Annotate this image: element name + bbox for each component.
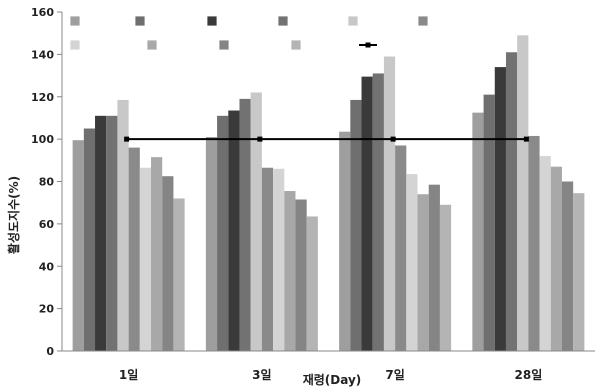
bar-rcns-10-1	[205, 137, 218, 351]
bar-acns-20-0	[139, 167, 152, 351]
y-tick-label: 140	[31, 48, 54, 61]
legend-label: ACNS- 50%	[304, 39, 372, 52]
bar-acns-10-2	[395, 145, 407, 351]
legend-label: RCNS- 50%	[361, 15, 429, 28]
bar-acns-40-3	[561, 181, 574, 351]
legend-swatch	[347, 15, 359, 27]
bar-rcns-20-0	[83, 128, 96, 351]
bar-rcns-30-2	[361, 76, 373, 351]
plain-marker	[124, 136, 130, 142]
legend-swatch	[69, 39, 81, 51]
bar-rcns-30-0	[95, 115, 107, 351]
bar-acns-40-2	[428, 184, 440, 351]
bar-acns-50-0	[173, 198, 185, 351]
bar-acns-50-2	[439, 204, 452, 351]
x-category-label: 28일	[515, 368, 543, 382]
bar-acns-50-1	[306, 216, 318, 351]
legend-swatch	[218, 39, 230, 51]
bar-acns-30-1	[284, 191, 296, 351]
bar-acns-10-1	[261, 167, 274, 351]
plain-reference-line	[124, 136, 529, 142]
legend-swatch	[69, 15, 81, 27]
y-tick-label: 120	[31, 91, 54, 104]
plain-marker	[523, 136, 529, 142]
legend-label: ACNS- 10%	[431, 15, 499, 28]
bar-rcns-10-2	[339, 131, 351, 351]
y-axis-label: 활성도지수(%)	[6, 176, 21, 254]
y-tick-label: 160	[31, 6, 54, 19]
x-axis: 1일 3일 7일 28일	[62, 350, 595, 382]
bar-acns-10-0	[128, 147, 140, 351]
legend-swatch	[134, 15, 146, 27]
legend-label: RCNS- 30%	[220, 15, 288, 28]
legend-label: RCNS- 10%	[83, 15, 151, 28]
bar-acns-40-1	[295, 199, 307, 351]
bar-rcns-50-2	[383, 56, 396, 352]
bar-acns-20-3	[539, 156, 551, 351]
bar-acns-20-2	[406, 174, 418, 351]
x-category-label: 7일	[385, 368, 404, 382]
bar-rcns-40-3	[505, 52, 518, 351]
legend-label: RCNS- 20%	[148, 15, 216, 28]
y-tick-label: 60	[39, 218, 55, 231]
legend: RCNS- 10%RCNS- 20% RCNS- 30% RCNS- 40% RCNS…	[69, 15, 499, 52]
legend-label: Plain	[381, 39, 412, 52]
x-category-label: 1일	[119, 368, 138, 382]
plain-marker	[257, 136, 263, 142]
legend-swatch	[206, 15, 218, 27]
bar-acns-30-3	[550, 166, 562, 351]
bar-rcns-30-1	[228, 110, 240, 351]
x-category-label: 3일	[252, 368, 271, 382]
legend-label: RCNS- 40%	[291, 15, 359, 28]
legend-swatch	[290, 39, 302, 51]
bars	[72, 35, 585, 352]
y-tick-label: 0	[46, 345, 54, 358]
bar-rcns-50-3	[517, 35, 529, 352]
bar-rcns-10-3	[472, 112, 484, 351]
bar-rcns-40-0	[106, 115, 118, 351]
bar-rcns-50-1	[250, 92, 262, 351]
y-tick-label: 100	[31, 133, 54, 146]
bar-acns-40-0	[162, 176, 174, 351]
bar-rcns-20-1	[217, 115, 229, 351]
bar-acns-30-0	[151, 157, 163, 351]
bar-rcns-50-0	[117, 99, 129, 351]
bar-acns-10-3	[528, 135, 540, 351]
y-tick-label: 40	[39, 260, 55, 273]
y-tick-label: 20	[39, 303, 55, 316]
legend-swatch	[146, 39, 158, 51]
bar-rcns-20-2	[350, 99, 362, 351]
bar-rcns-30-3	[494, 67, 506, 352]
x-axis-label: 재령(Day)	[303, 373, 362, 387]
bar-rcns-40-1	[239, 98, 251, 352]
legend-swatch	[417, 15, 429, 27]
legend-label: ACNS- 30%	[160, 39, 228, 52]
bar-acns-30-2	[417, 194, 429, 351]
y-tick-label: 80	[39, 176, 55, 189]
bar-acns-50-3	[573, 193, 585, 351]
bar-rcns-40-2	[372, 73, 384, 351]
legend-label: ACNS- 40%	[232, 39, 300, 52]
y-axis: 0 20 40 60 80 100 120 140 160	[31, 6, 63, 358]
legend-marker-swatch	[365, 42, 371, 48]
legend-label: ACNS- 20%	[83, 39, 151, 52]
bar-rcns-20-3	[483, 94, 495, 351]
bar-rcns-10-0	[72, 140, 84, 351]
bar-acns-20-1	[273, 168, 285, 351]
plain-marker	[390, 136, 396, 142]
legend-swatch	[277, 15, 289, 27]
